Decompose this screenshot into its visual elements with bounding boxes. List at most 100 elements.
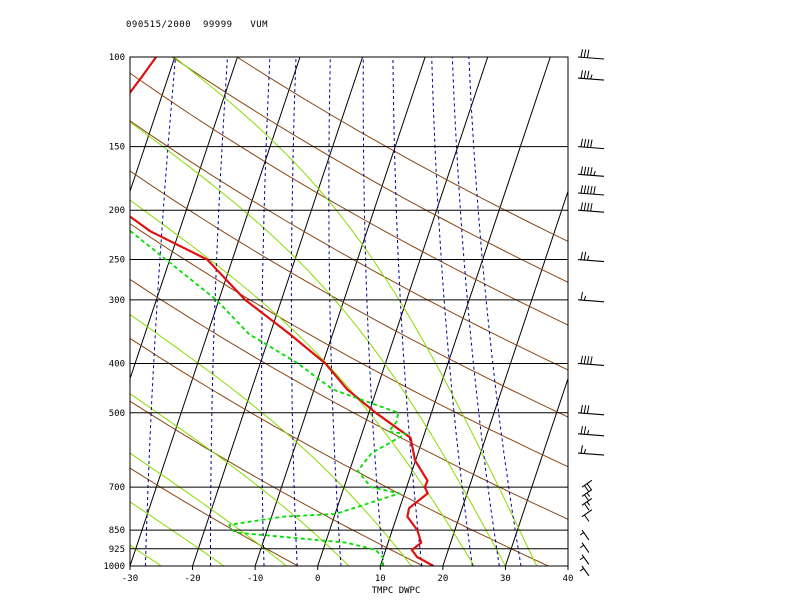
wind-barb [581,489,593,502]
barb-flag [583,251,587,261]
wind-barb [577,70,605,81]
isotherm-line [254,57,426,566]
barb-staff [577,259,605,263]
barb-flag [586,185,590,194]
wind-barb [577,185,605,196]
barb-flag [579,544,585,549]
x-tick-label: 10 [375,574,386,584]
wind-barb [577,404,605,416]
mixing-ratio-line [290,57,298,566]
isotherm-line [504,377,568,566]
barb-flag [583,295,587,301]
mixing-ratio-line [362,57,384,566]
barb-flag [586,492,591,497]
wind-barb [579,542,590,553]
barb-flag [580,355,583,364]
barb-flag [586,202,590,212]
barb-flag [580,404,583,414]
x-tick-label: 0 [315,574,320,584]
y-tick-label: 100 [109,53,125,63]
barb-flag [583,426,587,435]
y-tick-label: 700 [109,483,125,493]
barb-staff [581,529,590,541]
x-tick-label: -10 [247,574,263,584]
barb-flag [584,485,590,493]
barb-staff [581,542,590,553]
barb-flag [590,167,593,176]
y-tick-label: 1000 [103,562,125,572]
moist-adiabat-line [130,544,162,566]
temperature-profile [130,57,435,566]
barb-staff [581,498,593,506]
barb-staff [581,509,593,518]
barb-flag [583,405,587,414]
wind-barb [577,166,605,177]
isotherm-line [379,57,551,566]
isotherm-line [317,57,489,566]
barb-flag [583,355,587,365]
barb-flag [586,139,590,148]
wind-barb [581,479,593,493]
barb-flag [586,405,590,414]
barb-flag [580,445,583,454]
barb-flag [580,138,583,147]
barb-flag [586,429,590,435]
y-tick-label: 250 [109,256,125,266]
x-tick-label: 20 [437,574,448,584]
wind-barb [577,425,605,437]
wind-barbs [577,49,605,577]
station-id: VUM [250,20,269,30]
barb-flag [583,166,587,175]
y-tick-label: 925 [109,545,125,555]
wind-barb [577,445,605,456]
barb-flag [584,503,590,511]
plot-frame [129,56,569,567]
dry-adiabat-line [130,278,568,520]
barb-flag [580,185,583,194]
wind-barb [579,565,590,577]
barb-flag [586,166,590,176]
sounding-profiles [130,57,435,566]
isotherm-line [130,57,176,193]
barb-staff [577,56,605,60]
isotherm-line [442,189,568,566]
barb-flag [590,74,593,80]
barb-flag [590,203,593,212]
barb-staff [577,433,605,437]
barb-staff [581,565,590,577]
barb-flag [579,556,585,561]
barb-flag [586,356,590,365]
mixing-ratio-line [328,57,342,566]
mixing-ratio-line [451,57,500,566]
y-tick-label: 500 [109,409,125,419]
wind-barb [577,49,605,60]
barb-flag [583,139,587,148]
moist-adiabat-line [130,393,350,566]
barb-flag [593,186,596,195]
sounding-date: 090515/2000 [126,20,192,30]
barb-flag [586,49,590,58]
barb-staff [577,299,605,303]
dry-adiabat-line [236,57,568,242]
isotherm-line [567,564,568,566]
barb-flag [580,291,583,301]
isotherm-line [0,57,112,566]
x-tick-label: -30 [122,574,138,584]
barb-flag [583,70,587,79]
x-tick-label: 40 [563,574,574,584]
wind-barb [579,554,590,565]
y-tick-label: 400 [109,359,125,369]
barb-flag [590,185,593,195]
barb-flag [583,49,587,58]
y-tick-label: 200 [109,206,125,216]
barb-flag [593,170,596,176]
barb-flag [586,501,591,506]
wind-barb [577,355,605,366]
wind-barb [577,291,605,303]
barb-flag [579,568,585,572]
y-tick-label: 300 [109,296,125,306]
mixing-ratio-line [392,57,423,566]
wind-barb [577,251,605,263]
mixing-ratio-line [145,57,176,566]
barb-flag [580,202,583,211]
